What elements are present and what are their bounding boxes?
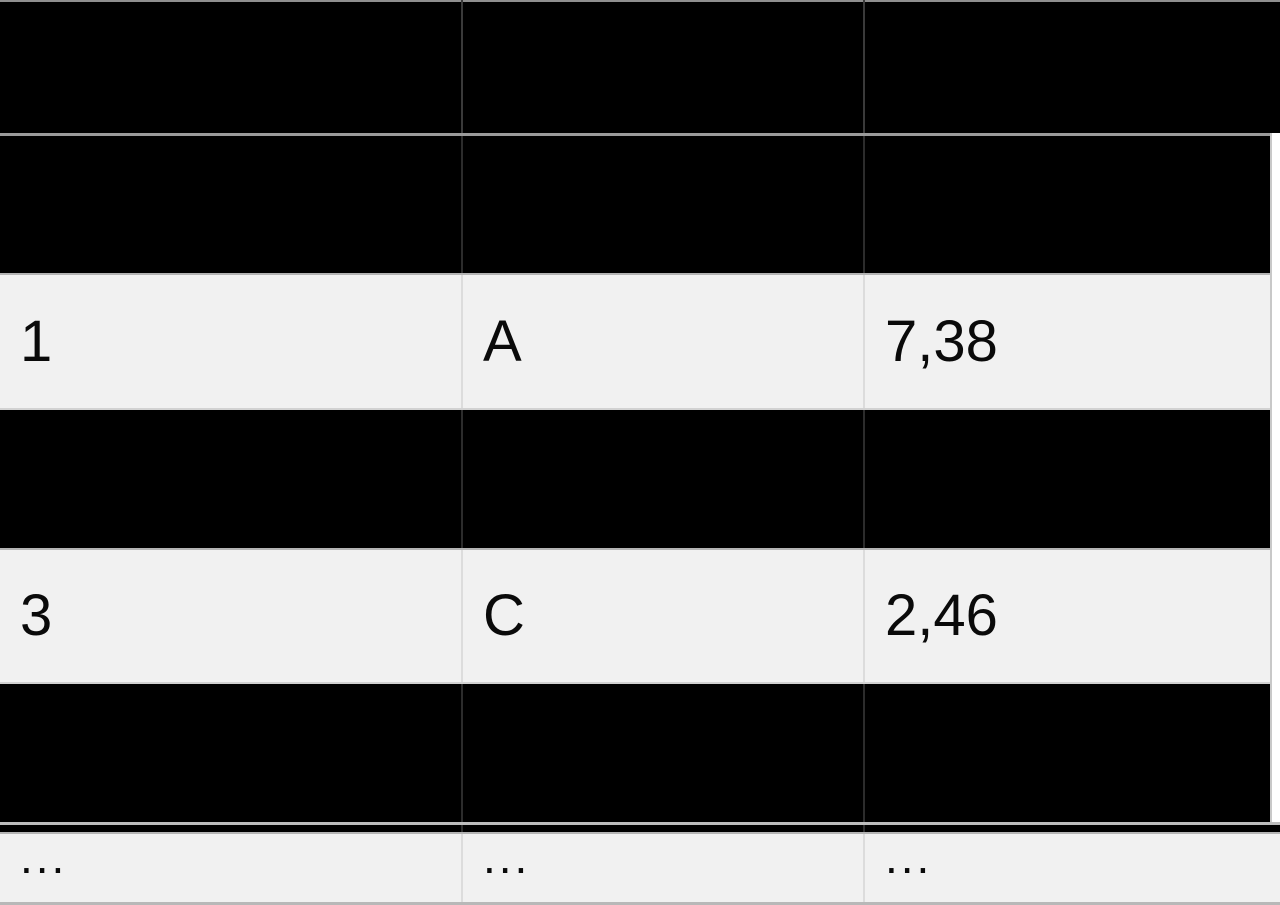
cell-label[interactable]: C — [462, 549, 865, 684]
table-row[interactable]: 1 A 7,38 — [0, 274, 1280, 410]
column-header-label[interactable] — [462, 0, 865, 136]
cell-label[interactable] — [462, 409, 865, 550]
cell-index-ellipsis: ... — [0, 833, 463, 905]
cell-value[interactable] — [864, 134, 1280, 275]
table-row[interactable] — [0, 683, 1280, 834]
table-header-row — [0, 0, 1280, 136]
cell-label[interactable] — [462, 683, 865, 834]
cell-index[interactable]: 1 — [0, 274, 463, 410]
cell-value[interactable] — [864, 409, 1280, 550]
cell-index[interactable] — [0, 409, 463, 550]
column-header-index[interactable] — [0, 0, 463, 136]
table-bottom-edge — [0, 822, 1280, 825]
cell-index[interactable]: 3 — [0, 549, 463, 684]
cell-value[interactable]: 2,46 — [864, 549, 1280, 684]
column-header-value[interactable] — [864, 0, 1280, 136]
cell-index[interactable] — [0, 683, 463, 834]
cell-value-ellipsis: ... — [864, 833, 1280, 905]
table-row[interactable] — [0, 409, 1280, 550]
table-row-overflow: ... ... ... — [0, 833, 1280, 905]
cell-label[interactable]: A — [462, 274, 865, 410]
cell-value[interactable]: 7,38 — [864, 274, 1280, 410]
table-row[interactable]: 3 C 2,46 — [0, 549, 1280, 684]
cell-label[interactable] — [462, 134, 865, 275]
table-body: 1 A 7,38 3 C 2,46 — [0, 134, 1280, 905]
table-header — [0, 0, 1280, 136]
cell-index[interactable] — [0, 134, 463, 275]
cell-label-ellipsis: ... — [462, 833, 865, 905]
cell-value[interactable] — [864, 683, 1280, 834]
table-row[interactable] — [0, 134, 1280, 275]
